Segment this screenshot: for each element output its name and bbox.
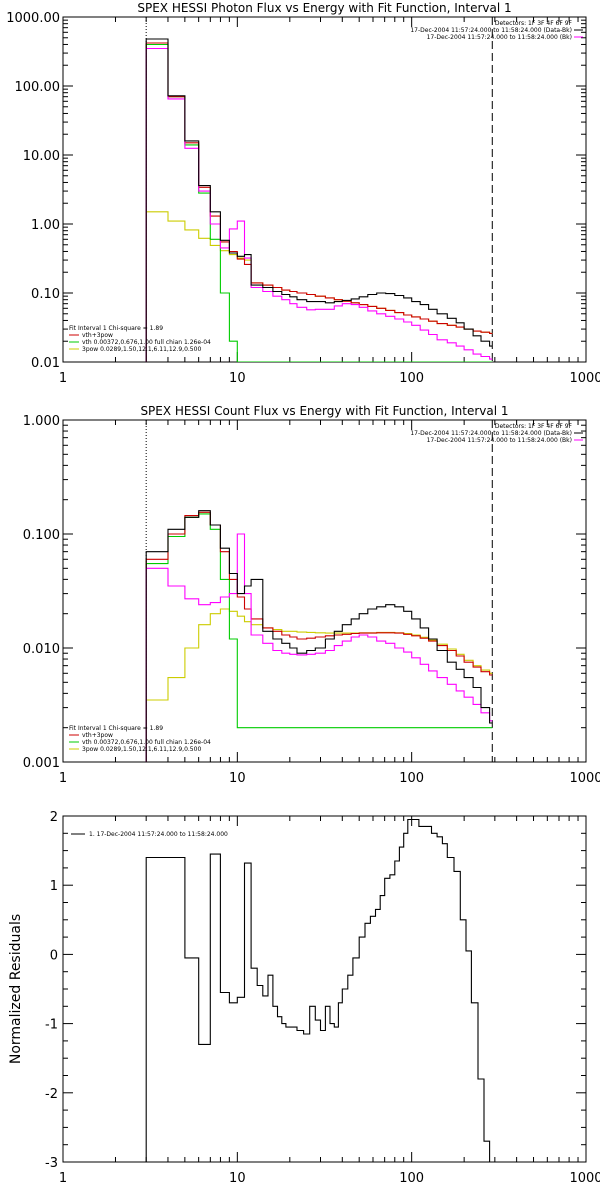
y-tick-label: 1.00 <box>31 218 60 233</box>
header-line: 17-Dec-2004 11:57:24.000 to 11:58:24.000… <box>410 430 572 437</box>
x-tick-label: 1 <box>59 371 67 386</box>
y-tick-label: 0 <box>50 948 58 963</box>
fit-info-line: 3pow 0.0289,1.50,12.1,6.11,12.9,0.500 <box>82 746 201 753</box>
y-tick-label: 10.00 <box>23 149 60 164</box>
y-tick-label: 0.010 <box>23 642 60 657</box>
series-vth <box>145 43 493 362</box>
y-tick-label: -1 <box>45 1018 58 1033</box>
x-tick-label: 10 <box>229 371 246 386</box>
x-tick-label: 1 <box>59 771 67 786</box>
y-tick-label: -3 <box>45 1156 58 1171</box>
panel-2: SPEX HESSI Count Flux vs Energy with Fit… <box>23 404 600 786</box>
fit-info-line: vth 0.00372,0.676,1.00 full chian 1.26e-… <box>82 339 211 346</box>
y-tick-label: 0.100 <box>23 528 60 543</box>
y-tick-label: 0.01 <box>31 356 60 371</box>
series-vth-3pow <box>145 511 493 762</box>
series-data-bk <box>145 510 493 762</box>
x-tick-label: 100 <box>399 771 424 786</box>
fit-info-line: vth+3pow <box>82 732 113 739</box>
y-tick-label: 2 <box>50 810 58 825</box>
series-data-bk <box>145 38 493 362</box>
plot-frame <box>62 815 587 1163</box>
chart-title: SPEX HESSI Count Flux vs Energy with Fit… <box>140 404 508 418</box>
y-tick-label: 0.10 <box>31 287 60 302</box>
chart-title: SPEX HESSI Photon Flux vs Energy with Fi… <box>137 1 511 15</box>
y-tick-label: 1 <box>50 879 58 894</box>
x-tick-label: 1 <box>59 1171 67 1186</box>
fit-info-line: Fit Interval 1 Chi-square = 1.89 <box>69 725 163 732</box>
y-tick-label: 100.00 <box>15 80 61 95</box>
y-tick-label: 1000.00 <box>6 11 60 26</box>
fit-info-line: 3pow 0.0289,1.50,12.1,6.11,12.9,0.500 <box>82 346 201 353</box>
x-tick-label: 1000 <box>569 371 600 386</box>
fit-info-line: vth+3pow <box>82 332 113 339</box>
y-axis-label: Normalized Residuals <box>8 914 24 1064</box>
x-tick-label: 10 <box>229 771 246 786</box>
fit-info-line: Fit Interval 1 Chi-square = 1.89 <box>69 325 163 332</box>
series-vth <box>145 513 493 762</box>
plot-frame <box>62 419 587 763</box>
panel-1: SPEX HESSI Photon Flux vs Energy with Fi… <box>6 1 600 386</box>
series-1-17-dec-2004-11-57-24-000-to-11-58-24-000 <box>145 818 493 1162</box>
y-tick-label: -2 <box>45 1087 58 1102</box>
x-tick-label: 100 <box>399 371 424 386</box>
x-tick-label: 1000 <box>569 1171 600 1186</box>
header-line: Detectors: 1F 3F 4F 6F 9F <box>495 423 573 430</box>
y-tick-label: 1.000 <box>23 414 60 429</box>
series-bk <box>145 47 493 362</box>
header-line: 17-Dec-2004 11:57:24.000 to 11:58:24.000… <box>427 34 572 41</box>
series-bk <box>145 533 493 762</box>
header-line: 17-Dec-2004 11:57:24.000 to 11:58:24.000… <box>427 437 572 444</box>
x-tick-label: 10 <box>229 1171 246 1186</box>
panel-3: 1 10 100 1000 -3 -2 -1 0 1 2 Normalized Residuals 1… <box>8 810 600 1186</box>
header-line: 17-Dec-2004 11:57:24.000 to 11:58:24.000… <box>410 27 572 34</box>
plot-frame <box>62 16 587 363</box>
x-tick-label: 100 <box>399 1171 424 1186</box>
x-tick-label: 1000 <box>569 771 600 786</box>
fit-info-line: vth 0.00372,0.676,1.00 full chian 1.26e-… <box>82 739 211 746</box>
y-tick-label: 0.001 <box>23 756 60 771</box>
residual-legend-label: 1. 17-Dec-2004 11:57:24.000 to 11:58:24.… <box>89 831 228 838</box>
header-line: Detectors: 1F 3F 4F 6F 9F <box>495 20 573 27</box>
